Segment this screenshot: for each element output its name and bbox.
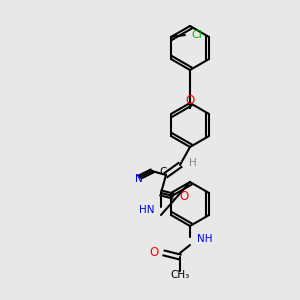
Text: H: H <box>189 158 197 168</box>
Text: CH₃: CH₃ <box>170 270 190 280</box>
Text: HN: HN <box>139 205 154 215</box>
Text: NH: NH <box>197 234 212 244</box>
Text: O: O <box>185 94 195 106</box>
Text: O: O <box>150 247 159 260</box>
Text: C: C <box>160 167 167 177</box>
Text: Cl: Cl <box>191 30 202 40</box>
Text: O: O <box>179 190 188 203</box>
Text: N: N <box>135 174 143 184</box>
